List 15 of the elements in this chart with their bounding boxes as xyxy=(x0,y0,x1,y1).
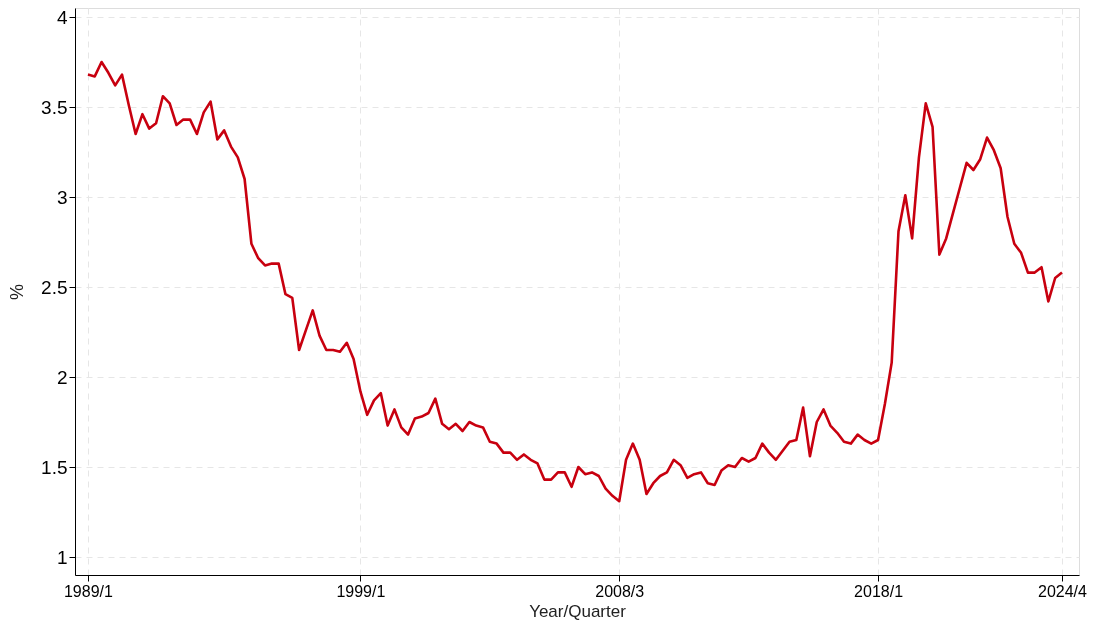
x-tick-label: 1989/1 xyxy=(63,582,114,600)
y-tick-label: 3.5 xyxy=(41,96,68,118)
x-tick-label: 1999/1 xyxy=(336,582,386,600)
line-series xyxy=(86,60,1064,503)
x-tick-label: 2008/3 xyxy=(595,582,645,600)
x-tick-label: 2024/4 xyxy=(1038,582,1088,600)
x-axis-title: Year/Quarter xyxy=(529,601,627,621)
y-tick-label: 1 xyxy=(56,546,68,568)
y-tick-label: 1.5 xyxy=(41,456,68,478)
y-tick-label: 3 xyxy=(56,186,68,208)
x-tick-label: 2018/1 xyxy=(854,582,904,600)
y-tick-label: 2.5 xyxy=(41,276,68,298)
y-axis-title: % xyxy=(7,283,28,301)
y-tick-label: 4 xyxy=(56,6,68,28)
y-tick-label: 2 xyxy=(56,366,68,388)
